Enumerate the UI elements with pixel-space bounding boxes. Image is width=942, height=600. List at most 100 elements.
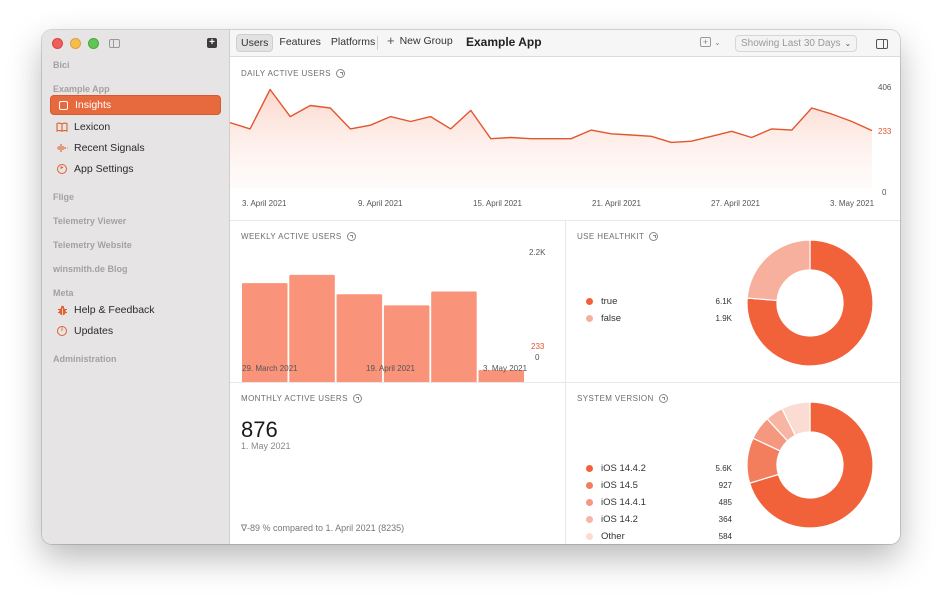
sidebar-item-recent-signals[interactable]: Recent Signals [50,138,221,158]
daily-active-users-panel[interactable]: DAILY ACTIVE USERS 406 233 0 3. April 20… [230,58,900,220]
reload-icon[interactable] [649,232,659,241]
tab-platforms[interactable]: Platforms [330,36,376,48]
y-axis-max-label: 406 [878,83,892,92]
reload-icon[interactable] [658,394,668,403]
current-value-label: 233 [878,127,892,136]
panel-title: WEEKLY ACTIVE USERS [241,232,356,241]
legend-swatch [586,499,593,506]
new-group-button[interactable]: + New Group [387,33,453,48]
legend-item: iOS 14.2 364 [586,514,732,525]
legend-value: 584 [718,532,732,541]
add-insight-button[interactable]: + ⌄ [700,37,721,47]
legend-value: 1.9K [715,314,732,323]
legend-swatch [586,516,593,523]
sidebar-item-help-feedback[interactable]: Help & Feedback [50,300,221,320]
tab-features[interactable]: Features [279,36,321,48]
monthly-users-value: 876 [241,417,278,442]
current-value-label: 233 [531,342,545,351]
plus-icon: + [387,33,395,48]
reload-icon[interactable] [336,69,346,78]
weekly-active-users-chart [242,274,524,382]
weekly-active-users-panel[interactable]: WEEKLY ACTIVE USERS 2.2K 233 0 29. March… [230,221,565,382]
legend-label: iOS 14.4.2 [601,463,646,474]
page-title: Example App [466,35,542,49]
sidebar: + Bici Example App Insights Lexicon Rece… [42,30,230,544]
sidebar-item-label: App Settings [74,163,134,175]
x-axis-tick: 3. May 2021 [483,364,528,373]
system-version-donut-chart [746,401,874,529]
sidebar-item-insights[interactable]: Insights [50,95,221,115]
y-axis-min-label: 0 [882,188,887,197]
use-healthkit-panel[interactable]: USE HEALTHKIT true 6.1K false 1.9K [566,221,900,382]
y-axis-min-label: 0 [535,353,540,362]
legend-item: true 6.1K [586,296,732,307]
legend-label: iOS 14.2 [601,514,638,525]
date-range-dropdown[interactable]: Showing Last 30 Days ⌄ [735,35,857,52]
panel-title-text: MONTHLY ACTIVE USERS [241,394,348,403]
sidebar-section-flige[interactable]: Flige [53,192,75,202]
chevron-down-icon: ⌄ [714,37,721,47]
bar [289,274,335,382]
panel-title-text: USE HEALTHKIT [577,232,645,241]
legend-swatch [586,482,593,489]
panel-title: SYSTEM VERSION [577,394,668,403]
x-axis-tick: 3. May 2021 [830,199,875,208]
sidebar-section-bici[interactable]: Bici [53,60,70,70]
inspector-toggle-icon[interactable] [876,39,888,49]
monthly-active-users-panel[interactable]: MONTHLY ACTIVE USERS 876 1. May 2021 ∇-8… [230,383,565,544]
sidebar-section-telemetry-viewer[interactable]: Telemetry Viewer [53,216,127,226]
reload-icon[interactable] [352,394,362,403]
legend-item: iOS 14.4.1 485 [586,497,732,508]
x-axis-tick: 9. April 2021 [358,199,403,208]
add-insight-icon: + [700,37,711,47]
legend-swatch [586,315,593,322]
legend-label: Other [601,531,625,542]
add-app-icon[interactable]: + [207,38,217,48]
close-window-button[interactable] [52,38,63,49]
ladybug-icon [56,304,68,316]
sidebar-section-administration[interactable]: Administration [53,354,117,364]
info-icon: i [56,325,68,337]
panel-title: DAILY ACTIVE USERS [241,69,346,78]
legend-value: 927 [718,481,732,490]
sidebar-section-blog[interactable]: winsmith.de Blog [53,264,128,274]
panel-title-text: WEEKLY ACTIVE USERS [241,232,342,241]
x-axis-tick: 27. April 2021 [711,199,760,208]
healthkit-donut-chart [746,239,874,367]
bar [478,370,524,382]
sidebar-toggle-icon[interactable] [109,39,120,48]
settings-circle-icon: ▸ [56,163,68,175]
panel-title: USE HEALTHKIT [577,232,659,241]
x-axis-tick: 29. March 2021 [242,364,298,373]
insights-square-icon [57,99,69,111]
date-range-label: Showing Last 30 Days [741,38,841,49]
monthly-users-date: 1. May 2021 [241,441,291,451]
sidebar-item-app-settings[interactable]: ▸ App Settings [50,159,221,179]
sidebar-item-updates[interactable]: i Updates [50,321,221,341]
tab-users[interactable]: Users [236,34,274,52]
comparison-text: ∇-89 % compared to 1. April 2021 (8235) [241,523,405,533]
sidebar-section-example-app[interactable]: Example App [53,84,110,94]
reload-icon[interactable] [346,232,356,241]
sidebar-section-meta[interactable]: Meta [53,288,74,298]
legend-label: iOS 14.5 [601,480,638,491]
zoom-window-button[interactable] [88,38,99,49]
chevron-down-icon: ⌄ [844,39,852,48]
legend-value: 6.1K [715,297,732,306]
legend-swatch [586,533,593,540]
x-axis-tick: 21. April 2021 [592,199,641,208]
book-icon [56,121,68,133]
toolbar-divider [377,36,378,50]
sidebar-item-lexicon[interactable]: Lexicon [50,117,221,137]
legend-item: iOS 14.4.2 5.6K [586,463,732,474]
sidebar-item-label: Help & Feedback [74,304,155,316]
sidebar-section-telemetry-website[interactable]: Telemetry Website [53,240,132,250]
x-axis-tick: 19. April 2021 [366,364,415,373]
minimize-window-button[interactable] [70,38,81,49]
legend-swatch [586,298,593,305]
panel-divider [230,382,900,383]
pie-slice [748,401,874,529]
system-version-panel[interactable]: SYSTEM VERSION iOS 14.4.2 5.6K iOS 14.5 … [566,383,900,544]
bar [431,291,477,382]
pie-slice [781,401,811,437]
